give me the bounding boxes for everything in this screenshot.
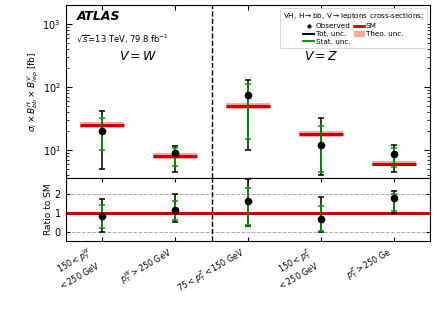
Text: ATLAS: ATLAS	[76, 10, 120, 23]
Legend: Observed, Tot. unc., Stat. unc., SM, Theo. unc.: Observed, Tot. unc., Stat. unc., SM, The…	[280, 8, 427, 48]
Text: $\sqrt{s}$=13 TeV, 79.8 fb$^{-1}$: $\sqrt{s}$=13 TeV, 79.8 fb$^{-1}$	[76, 32, 170, 46]
Text: $V = Z$: $V = Z$	[304, 50, 338, 63]
Y-axis label: Ratio to SM: Ratio to SM	[44, 184, 53, 235]
Y-axis label: $\sigma_i\times B^H_{bb}\times B^V_{lep}$ [fb]: $\sigma_i\times B^H_{bb}\times B^V_{lep}…	[25, 52, 41, 132]
Text: $V = W$: $V = W$	[119, 50, 158, 63]
